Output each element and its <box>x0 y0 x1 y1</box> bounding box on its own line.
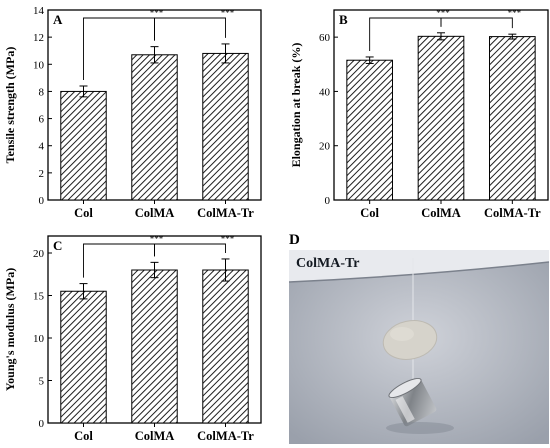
bar-colma <box>131 269 178 424</box>
y-axis-label-c: Young's modulus (MPa) <box>3 268 17 391</box>
x-tick-label-col: Col <box>74 206 93 220</box>
panel-d-photo <box>288 250 550 444</box>
y-tick-label-c: 5 <box>39 376 45 388</box>
x-tick-label-col: Col <box>360 206 379 220</box>
y-tick-label-a: 6 <box>39 114 45 126</box>
bar-colma-tr <box>489 36 536 201</box>
significance-label: *** <box>150 234 164 244</box>
significance-bracket <box>154 17 226 41</box>
y-axis-label-a: Tensile strength (MPa) <box>3 47 17 164</box>
y-tick-label-b: 0 <box>325 195 331 207</box>
panel-letter-a: A <box>53 12 63 27</box>
y-tick-label-c: 20 <box>33 248 45 260</box>
y-tick-label-a: 12 <box>33 32 44 44</box>
panel-b-chart: 0 20 40 60 Elongation at break (%) B Col ColMA C… <box>289 8 549 220</box>
significance-label: *** <box>436 8 450 18</box>
x-tick-label-colma: ColMA <box>135 429 175 443</box>
x-tick-label-colma-tr: ColMA-Tr <box>197 429 254 443</box>
panel-c-chart: 0 5 10 15 20 Young's modulus (MPa) C Col ColMA Co… <box>3 234 262 443</box>
y-tick-label-a: 0 <box>39 195 45 207</box>
x-tick-label-col: Col <box>74 429 93 443</box>
bar-col <box>346 59 393 201</box>
metal-weight <box>388 377 437 427</box>
bar-col <box>60 290 107 424</box>
significance-label: *** <box>221 234 235 244</box>
y-tick-label-a: 2 <box>39 168 45 180</box>
panel-letter-b: B <box>339 12 348 27</box>
significance-label: *** <box>508 8 522 18</box>
significance-bracket <box>154 243 226 257</box>
x-tick-label-colma-tr: ColMA-Tr <box>484 206 541 220</box>
panel-letter-d: D <box>289 232 300 248</box>
x-tick-label-colma: ColMA <box>421 206 461 220</box>
x-tick-label-colma: ColMA <box>135 206 175 220</box>
y-tick-label-b: 60 <box>319 32 331 44</box>
significance-label: *** <box>150 8 164 18</box>
y-tick-label-a: 14 <box>33 5 45 17</box>
y-tick-label-b: 20 <box>319 141 331 153</box>
y-tick-label-c: 15 <box>33 291 45 303</box>
bar-colma-tr <box>202 52 249 201</box>
panel-a-chart: 0 2 4 6 8 10 12 14 Tensile strength (MPa) A Col Col… <box>3 5 262 220</box>
bar-colma <box>417 35 465 201</box>
y-tick-label-a: 8 <box>39 86 45 98</box>
y-tick-label-c: 10 <box>33 333 45 345</box>
y-axis-label-b: Elongation at break (%) <box>289 43 303 168</box>
significance-bracket <box>440 17 513 29</box>
bar-colma <box>131 54 178 201</box>
y-tick-label-c: 0 <box>39 418 45 430</box>
bar-col <box>60 90 107 201</box>
significance-label: *** <box>221 8 235 18</box>
x-tick-label-colma-tr: ColMA-Tr <box>197 206 254 220</box>
panel-letter-c: C <box>53 238 62 253</box>
y-tick-label-b: 40 <box>319 86 331 98</box>
y-tick-label-a: 4 <box>39 141 45 153</box>
bar-colma-tr <box>202 269 249 424</box>
photo-sample-label: ColMA-Tr <box>296 256 360 271</box>
y-tick-label-a: 10 <box>33 59 45 71</box>
